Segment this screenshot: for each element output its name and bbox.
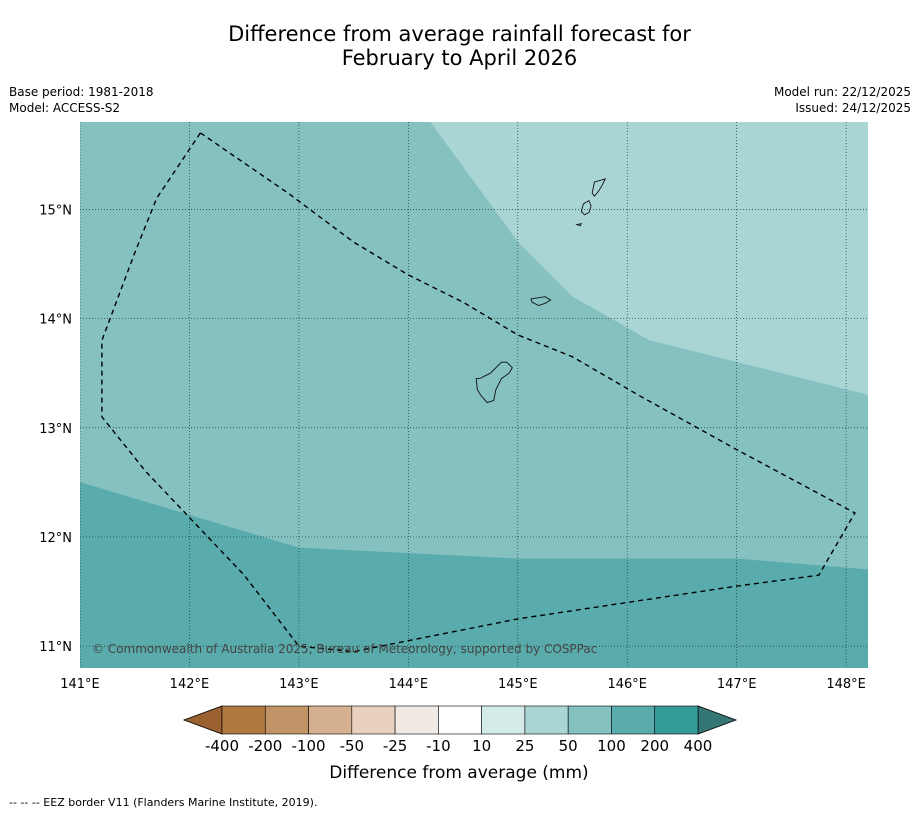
chart-title: Difference from average rainfall forecas… <box>0 22 919 70</box>
lat-tick-label: 12°N <box>39 531 72 546</box>
colorbar-swatch <box>567 705 612 735</box>
issued-date: Issued: 24/12/2025 <box>795 101 911 115</box>
colorbar-swatch <box>308 705 353 735</box>
colorbar-tick-label: -50 <box>340 737 365 755</box>
meta-right: Model run: 22/12/2025 Issued: 24/12/2025 <box>774 84 911 116</box>
colorbar-swatch <box>481 705 526 735</box>
colorbar-swatch <box>264 705 309 735</box>
island-rota <box>530 296 552 306</box>
colorbar-tick-label: 100 <box>597 737 626 755</box>
colorbar-under-arrow <box>182 705 223 735</box>
island-tinian <box>580 199 592 216</box>
lat-tick-label: 11°N <box>39 640 72 655</box>
lon-tick-label: 142°E <box>170 677 210 692</box>
colorbar-tick-label: 200 <box>640 737 669 755</box>
title-line-1: Difference from average rainfall forecas… <box>228 22 691 46</box>
colorbar-tick-label: 10 <box>472 737 491 755</box>
colorbar-swatch <box>394 705 439 735</box>
lat-tick-label: 15°N <box>39 203 72 218</box>
lon-tick-label: 141°E <box>60 677 100 692</box>
colorbar-tick-label: -100 <box>292 737 326 755</box>
island-guam <box>475 361 513 404</box>
model-name: Model: ACCESS-S2 <box>9 101 121 115</box>
meta-left: Base period: 1981-2018 Model: ACCESS-S2 <box>9 84 154 116</box>
title-line-2: February to April 2026 <box>341 46 578 70</box>
island-aguijan <box>575 222 583 227</box>
island-saipan <box>591 178 607 198</box>
map-axes: 141°E 142°E 143°E 144°E 145°E 146°E 147°E 148°E… <box>39 203 866 692</box>
colorbar-swatch <box>524 705 569 735</box>
colorbar-over-arrow <box>697 705 738 735</box>
colorbar-swatch <box>351 705 396 735</box>
colorbar-swatch <box>438 705 482 735</box>
rainfall-region-200-to-400-mm <box>80 482 868 668</box>
base-period: Base period: 1981-2018 <box>9 85 154 99</box>
eez-footnote: -- -- -- EEZ border V11 (Flanders Marine… <box>9 796 318 809</box>
colorbar-swatch <box>611 705 656 735</box>
lon-tick-label: 147°E <box>717 677 757 692</box>
colorbar-tick-label: -200 <box>248 737 282 755</box>
colorbar-swatch <box>654 705 699 735</box>
colorbar-tick-label: 400 <box>684 737 713 755</box>
model-run: Model run: 22/12/2025 <box>773 85 911 99</box>
colorbar-tick-label: -400 <box>205 737 239 755</box>
colorbar-tick-label: 25 <box>515 737 534 755</box>
map-area <box>80 122 868 668</box>
colorbar-title: Difference from average (mm) <box>329 763 588 783</box>
lon-tick-label: 148°E <box>826 677 866 692</box>
lat-tick-label: 14°N <box>39 313 72 328</box>
colorbar-swatch <box>221 705 266 735</box>
copyright-text: © Commonwealth of Australia 2025, Bureau… <box>92 642 597 656</box>
colorbar-tick-label: 50 <box>559 737 578 755</box>
colorbar-tick-label: -10 <box>426 737 451 755</box>
colorbar-tick-label: -25 <box>383 737 408 755</box>
lat-tick-label: 13°N <box>39 422 72 437</box>
lon-tick-label: 144°E <box>389 677 429 692</box>
lon-tick-label: 143°E <box>279 677 319 692</box>
lon-tick-label: 145°E <box>498 677 538 692</box>
lon-tick-label: 146°E <box>607 677 647 692</box>
colorbar: -400 -200 -100 -50 -25 -10 10 25 50 100 200 400 <box>182 705 738 755</box>
